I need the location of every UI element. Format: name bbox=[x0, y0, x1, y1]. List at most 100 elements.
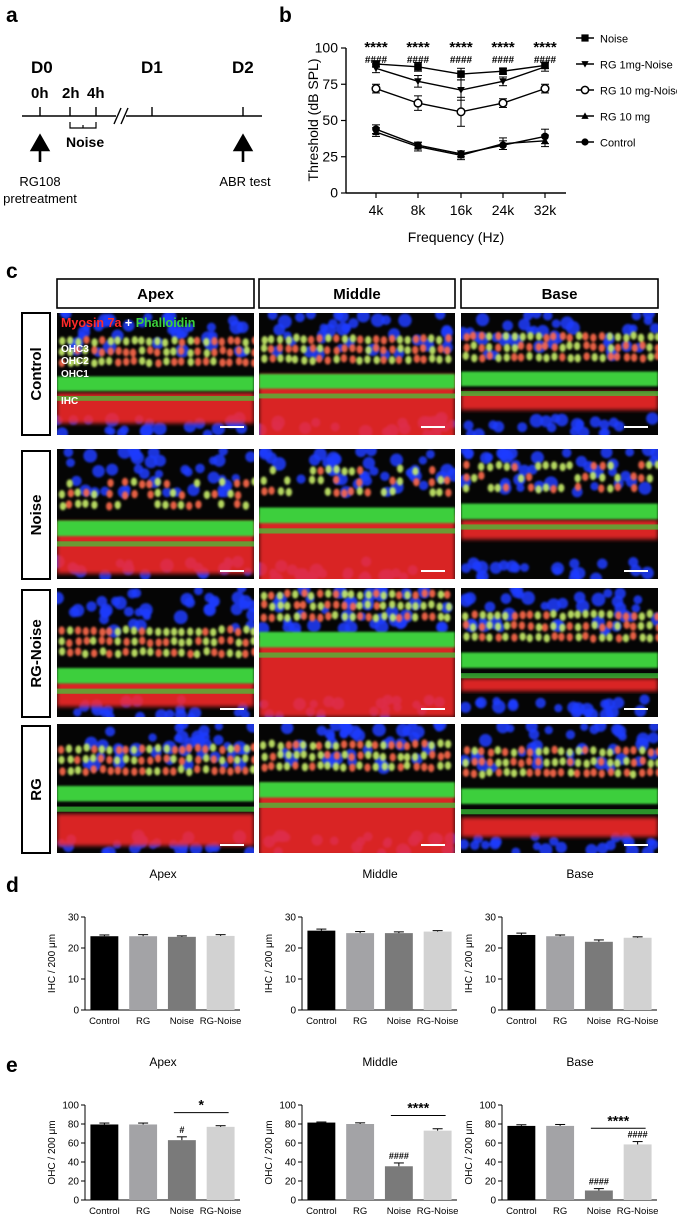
hair-cell bbox=[250, 636, 254, 646]
bar-control bbox=[90, 936, 119, 1010]
nucleus bbox=[214, 724, 224, 731]
hair-cell bbox=[436, 602, 443, 611]
nucleus bbox=[475, 696, 487, 709]
hair-cell bbox=[614, 769, 622, 778]
hair-cell bbox=[276, 762, 283, 771]
hair-cell bbox=[154, 488, 162, 498]
hair-cell bbox=[550, 609, 557, 619]
hair-cell bbox=[356, 612, 364, 621]
category-label: Control bbox=[306, 1206, 337, 1217]
hair-cell bbox=[646, 609, 654, 619]
marker-circle bbox=[541, 132, 549, 141]
hour-label-4h: 4h bbox=[87, 85, 105, 102]
hair-cell bbox=[276, 335, 284, 344]
y-tick-label: 30 bbox=[285, 913, 297, 924]
hair-cell bbox=[519, 768, 527, 777]
hair-cell bbox=[90, 626, 97, 636]
row-header-control: Control bbox=[28, 347, 45, 400]
ihc-myosin-band bbox=[259, 639, 455, 717]
row-header-rg: RG bbox=[28, 778, 45, 801]
hair-cell bbox=[413, 354, 421, 363]
hair-cell bbox=[324, 600, 331, 609]
nucleus bbox=[649, 724, 658, 732]
hair-cell bbox=[82, 754, 90, 764]
hair-cell bbox=[549, 768, 557, 778]
significance-stars: **** bbox=[364, 39, 388, 56]
nucleus bbox=[555, 841, 567, 853]
hair-cell bbox=[573, 341, 581, 351]
hair-cell bbox=[599, 473, 606, 482]
hair-cell bbox=[566, 748, 573, 757]
hair-cell bbox=[607, 343, 615, 353]
hair-cell bbox=[234, 336, 241, 346]
category-label: RG-Noise bbox=[417, 1206, 459, 1217]
phalloidin-band bbox=[259, 374, 455, 389]
hair-cell bbox=[471, 746, 478, 756]
hair-cell bbox=[163, 479, 171, 489]
hair-cell bbox=[463, 473, 470, 482]
hair-cell bbox=[333, 488, 340, 497]
hair-cell bbox=[347, 590, 355, 599]
nucleus bbox=[348, 318, 359, 329]
nucleus bbox=[123, 606, 134, 617]
hair-cell bbox=[613, 352, 621, 361]
hair-cell bbox=[494, 746, 502, 755]
hair-cell bbox=[380, 487, 388, 497]
nucleus bbox=[106, 712, 115, 717]
hair-cell bbox=[83, 743, 90, 752]
hair-cell bbox=[291, 355, 299, 364]
nucleus bbox=[594, 724, 607, 732]
category-label: RG bbox=[136, 1016, 150, 1027]
nucleus bbox=[356, 313, 370, 323]
hair-cell bbox=[511, 332, 519, 341]
hair-cell bbox=[511, 462, 518, 472]
hair-cell bbox=[58, 490, 66, 499]
phalloidin-band bbox=[461, 503, 658, 520]
hair-cell bbox=[526, 610, 534, 619]
hair-cell bbox=[146, 627, 153, 636]
phalloidin-band-thin bbox=[57, 806, 254, 812]
phalloidin-band-thin bbox=[461, 524, 658, 530]
hair-cell bbox=[629, 622, 637, 631]
hair-cell bbox=[276, 613, 284, 622]
hair-cell bbox=[590, 746, 597, 755]
hair-cell bbox=[90, 649, 98, 658]
nucleus bbox=[236, 588, 247, 593]
nucleus bbox=[167, 325, 177, 335]
bar-chart-d-middle: Middle 0 10 20 30 IHC / 200 μm Control RG Noise R… bbox=[264, 867, 458, 1027]
hair-cell bbox=[550, 461, 558, 470]
nucleus bbox=[513, 588, 524, 596]
marker-circle bbox=[499, 141, 507, 149]
nucleus bbox=[461, 593, 473, 607]
hair-cell bbox=[598, 769, 606, 778]
hair-cell bbox=[575, 746, 582, 756]
nucleus bbox=[461, 839, 469, 850]
hair-cell bbox=[614, 745, 622, 755]
hair-cell bbox=[341, 601, 348, 610]
hair-cell bbox=[495, 633, 502, 642]
hair-cell bbox=[186, 754, 193, 763]
hair-cell bbox=[647, 332, 655, 341]
hair-cell bbox=[242, 754, 249, 763]
hair-cell bbox=[590, 609, 597, 619]
bar-control bbox=[507, 1125, 536, 1200]
hair-cell bbox=[510, 768, 518, 778]
nucleus bbox=[542, 313, 553, 321]
hair-cell bbox=[130, 356, 138, 365]
hair-cell bbox=[550, 332, 557, 341]
marker-triangle-down bbox=[541, 63, 549, 71]
ihc-myosin-band bbox=[461, 391, 658, 410]
hair-cell bbox=[478, 747, 485, 756]
hair-cell bbox=[74, 499, 82, 509]
hair-cell bbox=[551, 352, 558, 361]
y-tick-label: 40 bbox=[485, 1158, 497, 1169]
bar-rg-noise bbox=[206, 935, 235, 1010]
nucleus bbox=[236, 321, 249, 334]
hair-cell bbox=[341, 344, 348, 353]
hair-cell bbox=[380, 355, 387, 365]
hair-cell bbox=[130, 745, 138, 755]
hair-cell bbox=[397, 762, 404, 772]
hair-cell bbox=[655, 623, 658, 632]
category-label: RG-Noise bbox=[617, 1206, 659, 1217]
hair-cell bbox=[428, 741, 435, 750]
